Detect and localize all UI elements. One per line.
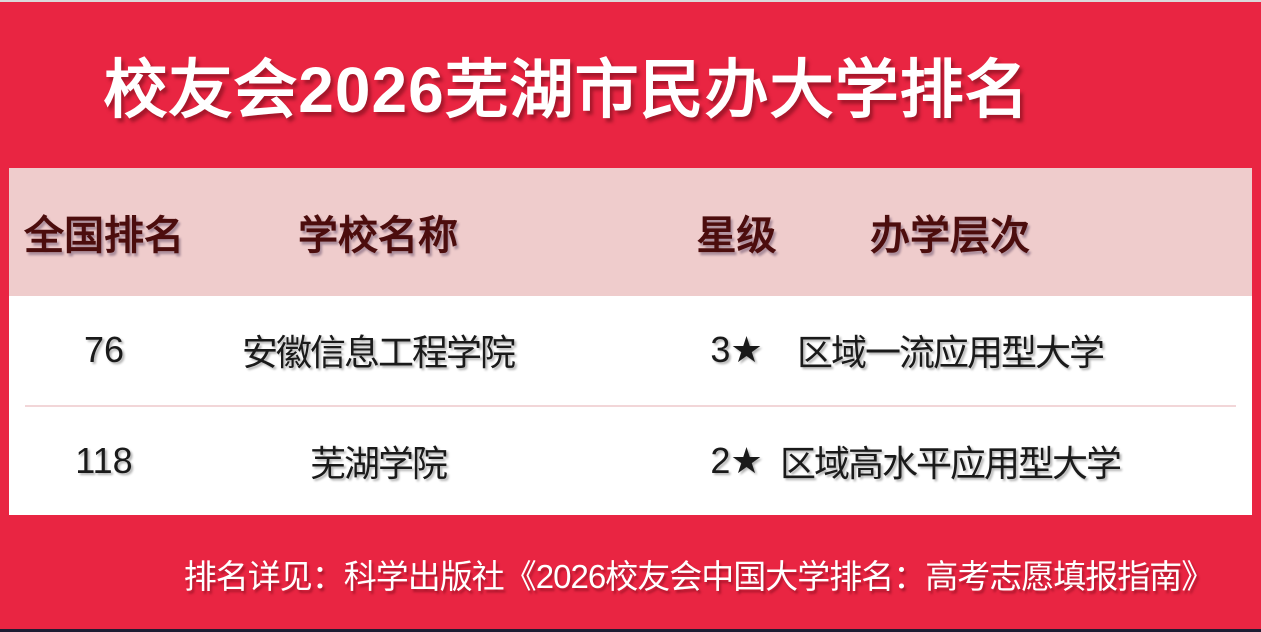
table-header-row: 全国排名 学校名称 星级 办学层次 <box>9 168 1252 296</box>
title-band: 校友会2026芜湖市民办大学排名 <box>0 2 1261 168</box>
row-divider <box>25 404 1236 407</box>
cell-national-rank: 118 <box>75 439 133 481</box>
header-cell-national-rank: 全国排名 <box>24 214 184 258</box>
table-row: 118 芜湖学院 2★ 区域高水平应用型大学 <box>9 407 1252 516</box>
cell-school-level: 区域一流应用型大学 <box>796 332 1105 374</box>
cell-star-rating: 2★ <box>710 439 763 481</box>
cell-school-name: 安徽信息工程学院 <box>241 332 516 374</box>
cell-star-rating: 3★ <box>710 329 763 371</box>
header-cell-school-level: 办学层次 <box>870 214 1030 258</box>
cell-school-name: 芜湖学院 <box>309 442 448 484</box>
page-title: 校友会2026芜湖市民办大学排名 <box>103 54 1030 126</box>
ranking-table: 全国排名 学校名称 星级 办学层次 76 安徽信息工程学院 3★ 区域一流应用型… <box>9 168 1252 515</box>
cell-national-rank: 76 <box>83 329 125 371</box>
table-row: 76 安徽信息工程学院 3★ 区域一流应用型大学 <box>9 296 1252 405</box>
cell-school-level: 区域高水平应用型大学 <box>779 442 1122 484</box>
source-note: 排名详见：科学出版社《2026校友会中国大学排名：高考志愿填报指南》 <box>183 557 1214 595</box>
footer-band: 排名详见：科学出版社《2026校友会中国大学排名：高考志愿填报指南》 <box>0 515 1261 632</box>
header-cell-star-rating: 星级 <box>696 214 777 258</box>
bottom-edge-line <box>0 629 1261 632</box>
header-cell-school-name: 学校名称 <box>298 214 458 258</box>
